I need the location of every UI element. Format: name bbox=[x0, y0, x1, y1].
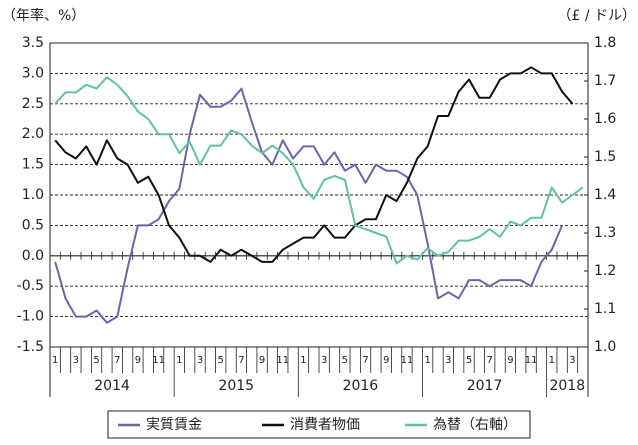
x-tick-label: 5 bbox=[466, 355, 472, 366]
x-tick-label: 5 bbox=[342, 355, 348, 366]
series-line bbox=[54, 87, 564, 324]
x-tick-label: 7 bbox=[114, 355, 120, 366]
x-tick-label: 9 bbox=[507, 355, 513, 366]
year-label: 2017 bbox=[467, 378, 503, 394]
legend-label: 実質賃金 bbox=[146, 417, 202, 433]
y-tick-label: 3.0 bbox=[22, 65, 44, 81]
x-tick-label: 3 bbox=[321, 355, 327, 366]
y-tick-label: 3.5 bbox=[22, 35, 44, 51]
y-tick-label: 2.0 bbox=[22, 126, 44, 142]
year-label: 2014 bbox=[94, 378, 130, 394]
x-tick-label: 1 bbox=[300, 355, 306, 366]
x-tick-label: 7 bbox=[487, 355, 493, 366]
legend-label: 為替（右軸） bbox=[433, 417, 517, 433]
x-tick-label: 3 bbox=[73, 355, 79, 366]
y2-tick-label: 1.7 bbox=[594, 73, 616, 89]
year-label: 2016 bbox=[343, 378, 379, 394]
y-tick-label: -0.5 bbox=[17, 278, 44, 294]
y2-tick-label: 1.3 bbox=[594, 225, 616, 241]
x-tick-label: 5 bbox=[218, 355, 224, 366]
x-tick-label: 11 bbox=[401, 355, 414, 366]
x-tick-label: 1 bbox=[424, 355, 430, 366]
legend-box bbox=[107, 410, 531, 439]
y2-tick-label: 1.0 bbox=[594, 339, 616, 355]
legend-label: 消費者物価 bbox=[290, 417, 360, 433]
series-line bbox=[54, 66, 574, 263]
y-tick-label: 0.5 bbox=[22, 217, 44, 233]
x-tick-label: 1 bbox=[549, 355, 555, 366]
x-tick-label: 9 bbox=[135, 355, 141, 366]
x-tick-label: 3 bbox=[569, 355, 575, 366]
x-tick-label: 11 bbox=[152, 355, 165, 366]
y2-tick-label: 1.2 bbox=[594, 263, 616, 279]
y2-axis-label: （£ / ドル） bbox=[557, 8, 636, 24]
x-tick-label: 9 bbox=[259, 355, 265, 366]
y2-tick-label: 1.8 bbox=[594, 35, 616, 51]
y-tick-label: -1.5 bbox=[17, 339, 44, 355]
y2-tick-label: 1.5 bbox=[594, 149, 616, 165]
x-tick-label: 7 bbox=[362, 355, 368, 366]
y2-tick-label: 1.6 bbox=[594, 111, 616, 127]
y-axis-label: （年率、%） bbox=[2, 7, 85, 24]
y2-tick-label: 1.4 bbox=[594, 187, 616, 203]
year-label: 2015 bbox=[218, 378, 254, 394]
x-tick-label: 9 bbox=[383, 355, 389, 366]
x-tick-label: 11 bbox=[276, 355, 289, 366]
x-tick-label: 11 bbox=[525, 355, 538, 366]
series-line bbox=[54, 76, 584, 265]
x-tick-label: 1 bbox=[52, 355, 58, 366]
y2-tick-label: 1.1 bbox=[594, 301, 616, 317]
x-tick-label: 1 bbox=[176, 355, 182, 366]
x-tick-label: 5 bbox=[93, 355, 99, 366]
y-tick-label: -1.0 bbox=[17, 309, 44, 325]
y-tick-label: 1.0 bbox=[22, 187, 44, 203]
y-tick-label: 0.0 bbox=[22, 248, 44, 264]
year-label: 2018 bbox=[549, 378, 585, 394]
y-tick-label: 2.5 bbox=[22, 96, 44, 112]
x-tick-label: 3 bbox=[445, 355, 451, 366]
x-tick-label: 7 bbox=[238, 355, 244, 366]
y-tick-label: 1.5 bbox=[22, 157, 44, 173]
x-tick-label: 3 bbox=[197, 355, 203, 366]
